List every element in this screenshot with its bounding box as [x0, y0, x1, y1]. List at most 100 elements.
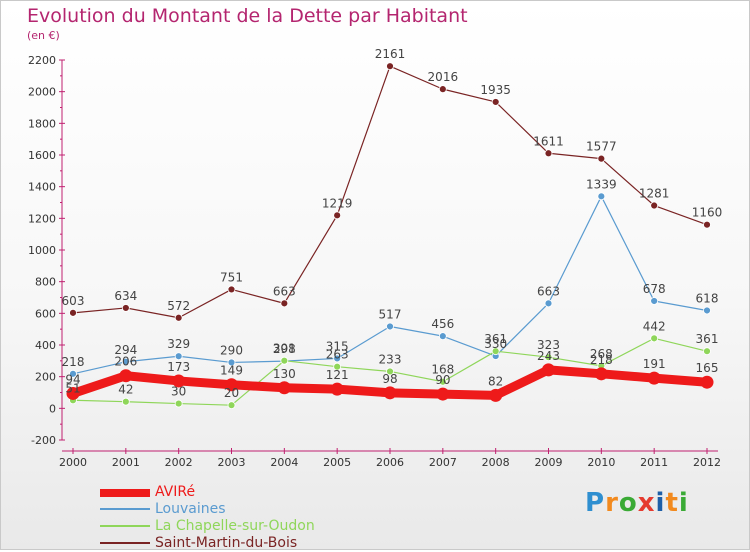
proxiti-logo: Proxiti — [585, 488, 689, 518]
series-louvaines — [69, 192, 711, 378]
y-tick-label: 0 — [49, 402, 56, 415]
data-label-louvaines: 298 — [273, 342, 296, 356]
data-label-louvaines: 663 — [537, 284, 560, 298]
data-label-la-chapelle-sur-oudon: 323 — [537, 338, 560, 352]
x-tick-label: 2004 — [270, 456, 298, 469]
data-point-saint-martin-du-bois — [121, 304, 130, 312]
data-point-louvaines — [597, 192, 606, 201]
data-point-la-chapelle-sur-oudon — [544, 353, 553, 362]
data-label-louvaines: 456 — [431, 317, 454, 331]
legend-swatch-avire — [100, 489, 150, 497]
legend-label-avire: AVIRé — [155, 484, 196, 500]
y-tick-label: 200 — [35, 371, 56, 384]
data-label-la-chapelle-sur-oudon: 42 — [118, 383, 133, 397]
data-label-la-chapelle-sur-oudon: 20 — [224, 386, 239, 400]
data-label-avir-: 82 — [488, 374, 503, 388]
data-label-avir-: 173 — [167, 360, 190, 374]
data-point-avir- — [383, 386, 397, 400]
y-tick-label: 1400 — [28, 181, 56, 194]
data-label-avir-: 130 — [273, 367, 296, 381]
data-label-louvaines: 290 — [220, 343, 243, 357]
data-point-avir- — [330, 382, 344, 396]
data-point-louvaines — [438, 332, 447, 341]
data-label-la-chapelle-sur-oudon: 168 — [431, 363, 454, 377]
x-tick-label: 2012 — [693, 456, 721, 469]
data-label-la-chapelle-sur-oudon: 51 — [65, 381, 80, 395]
data-label-avir-: 218 — [590, 353, 613, 367]
data-label-avir-: 165 — [696, 361, 719, 375]
data-point-saint-martin-du-bois — [174, 313, 183, 322]
x-tick-label: 2011 — [640, 456, 668, 469]
data-point-la-chapelle-sur-oudon — [386, 367, 394, 376]
data-point-saint-martin-du-bois — [650, 201, 659, 210]
x-tick-label: 2005 — [323, 456, 351, 469]
data-point-saint-martin-du-bois — [69, 308, 77, 317]
data-label-avir-: 98 — [382, 372, 397, 386]
data-point-la-chapelle-sur-oudon — [650, 334, 659, 343]
data-point-avir- — [647, 371, 661, 385]
data-label-la-chapelle-sur-oudon: 263 — [326, 348, 349, 362]
legend-swatch-saint-martin — [100, 542, 150, 544]
data-point-la-chapelle-sur-oudon — [174, 399, 183, 408]
legend-swatch-la-chapelle — [100, 525, 150, 527]
data-label-louvaines: 618 — [696, 291, 719, 305]
series-saint-martin-du-bois — [69, 62, 711, 322]
chart-axes: -200 0 200 400 600 800 1000 1200 1400 1600 1800 200… — [28, 54, 721, 469]
data-point-avir- — [436, 387, 450, 401]
data-point-louvaines — [703, 306, 711, 315]
data-label-louvaines: 218 — [62, 355, 85, 369]
x-tick-label: 2007 — [429, 456, 457, 469]
data-label-louvaines: 678 — [643, 282, 666, 296]
y-tick-label: 600 — [35, 307, 56, 320]
data-label-la-chapelle-sur-oudon: 361 — [696, 332, 719, 346]
data-point-saint-martin-du-bois — [280, 299, 289, 308]
data-point-louvaines — [121, 357, 130, 366]
data-label-avir-: 206 — [114, 355, 137, 369]
legend-label-saint-martin: Saint-Martin-du-Bois — [155, 535, 298, 551]
legend-label-louvaines: Louvaines — [155, 501, 226, 517]
chart-title: Evolution du Montant de la Dette par Hab… — [27, 5, 468, 27]
data-label-saint-martin-du-bois: 663 — [273, 284, 296, 298]
data-label-saint-martin-du-bois: 1160 — [692, 206, 723, 220]
data-label-saint-martin-du-bois: 2161 — [375, 47, 406, 61]
data-labels-layer: 603 634 572 751 663 1219 2161 2016 1935 1611 1577 1… — [62, 47, 723, 400]
y-tick-label: 2000 — [28, 86, 56, 99]
data-point-avir- — [172, 374, 186, 388]
data-label-saint-martin-du-bois: 1577 — [586, 140, 617, 154]
data-label-louvaines: 329 — [167, 337, 190, 351]
data-point-louvaines — [333, 354, 342, 363]
data-label-louvaines: 517 — [379, 307, 402, 321]
data-point-saint-martin-du-bois — [386, 62, 394, 71]
data-label-saint-martin-du-bois: 1935 — [480, 83, 511, 97]
data-label-avir-: 149 — [220, 364, 243, 378]
data-point-la-chapelle-sur-oudon — [227, 401, 236, 410]
x-tick-label: 2006 — [376, 456, 404, 469]
data-point-la-chapelle-sur-oudon — [333, 362, 342, 371]
data-point-louvaines — [174, 352, 183, 361]
data-point-saint-martin-du-bois — [227, 285, 236, 294]
data-point-avir- — [225, 378, 238, 392]
x-tick-label: 2010 — [587, 456, 615, 469]
x-tick-label: 2008 — [482, 456, 510, 469]
data-label-la-chapelle-sur-oudon: 30 — [171, 385, 186, 399]
data-point-avir- — [66, 386, 80, 400]
data-label-louvaines: 1339 — [586, 177, 617, 191]
data-point-la-chapelle-sur-oudon — [121, 397, 130, 406]
data-point-la-chapelle-sur-oudon — [438, 377, 447, 386]
data-point-la-chapelle-sur-oudon — [491, 347, 500, 356]
data-point-saint-martin-du-bois — [438, 85, 447, 94]
y-tick-label: 1000 — [28, 244, 56, 257]
x-tick-label: 2009 — [535, 456, 563, 469]
y-tick-label: 1600 — [28, 149, 56, 162]
x-tick-label: 2002 — [165, 456, 193, 469]
data-point-avir- — [119, 369, 133, 383]
data-label-saint-martin-du-bois: 603 — [62, 294, 85, 308]
data-label-la-chapelle-sur-oudon: 442 — [643, 319, 666, 333]
data-label-saint-martin-du-bois: 572 — [167, 299, 190, 313]
data-label-louvaines: 315 — [326, 339, 349, 353]
data-point-louvaines — [650, 297, 659, 305]
x-tick-label: 2001 — [112, 456, 140, 469]
data-point-avir- — [542, 363, 555, 377]
data-label-saint-martin-du-bois: 1611 — [533, 134, 564, 148]
